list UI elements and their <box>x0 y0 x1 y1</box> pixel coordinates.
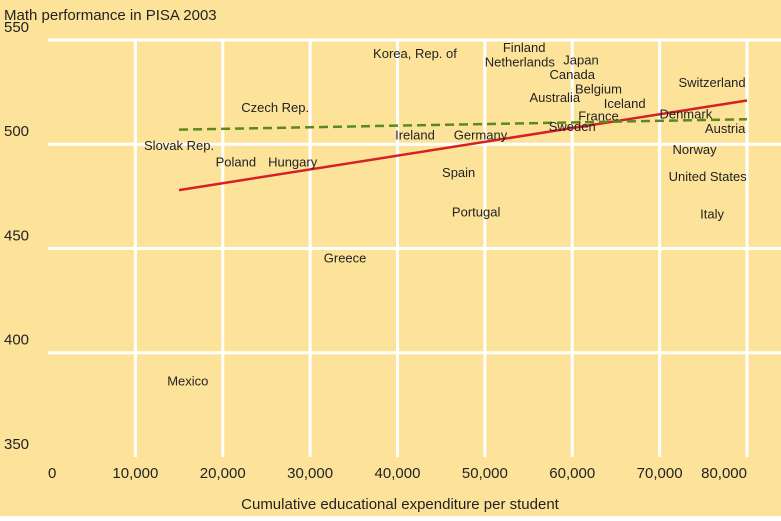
country-label: Germany <box>454 127 508 142</box>
chart-title: Math performance in PISA 2003 <box>4 7 217 24</box>
x-tick-label: 60,000 <box>549 465 595 482</box>
x-tick-label: 10,000 <box>112 465 158 482</box>
y-tick-label: 450 <box>4 227 29 244</box>
x-tick-label: 50,000 <box>462 465 508 482</box>
x-tick-label: 40,000 <box>375 465 421 482</box>
x-tick-label: 30,000 <box>287 465 333 482</box>
x-tick-label: 70,000 <box>637 465 683 482</box>
country-label: Norway <box>673 142 718 157</box>
country-label: Sweden <box>549 119 596 134</box>
country-label: Italy <box>700 207 724 222</box>
y-tick-label: 400 <box>4 332 29 349</box>
x-tick-label: 0 <box>48 465 56 482</box>
country-label: Czech Rep. <box>241 100 309 115</box>
country-label: Netherlands <box>485 54 556 69</box>
country-label: Slovak Rep. <box>144 138 214 153</box>
trend-line <box>179 117 748 131</box>
country-label: Ireland <box>395 127 435 142</box>
country-label: Australia <box>529 90 580 105</box>
x-axis-label: Cumulative educational expenditure per s… <box>241 496 560 513</box>
country-label: Spain <box>442 165 475 180</box>
country-label: Mexico <box>167 373 208 388</box>
x-tick-label: 80,000 <box>701 465 747 482</box>
country-label: Japan <box>563 52 598 67</box>
country-label: Belgium <box>575 81 622 96</box>
country-label: Portugal <box>452 204 501 219</box>
trend-line <box>178 99 748 192</box>
country-label: Finland <box>503 40 546 55</box>
country-label: Denmark <box>659 106 712 121</box>
country-label: United States <box>669 169 748 184</box>
country-label: Hungary <box>268 154 318 169</box>
country-label: Austria <box>705 121 746 136</box>
country-label: Korea, Rep. of <box>373 46 457 61</box>
country-label: Iceland <box>604 96 646 111</box>
y-tick-label: 500 <box>4 123 29 140</box>
country-label: Canada <box>549 67 595 82</box>
country-label: France <box>578 109 618 124</box>
y-tick-label: 550 <box>4 19 29 36</box>
country-label: Switzerland <box>678 75 745 90</box>
country-label: Poland <box>216 154 256 169</box>
x-tick-label: 20,000 <box>200 465 246 482</box>
y-tick-label: 350 <box>4 436 29 453</box>
country-label: Greece <box>324 250 367 265</box>
